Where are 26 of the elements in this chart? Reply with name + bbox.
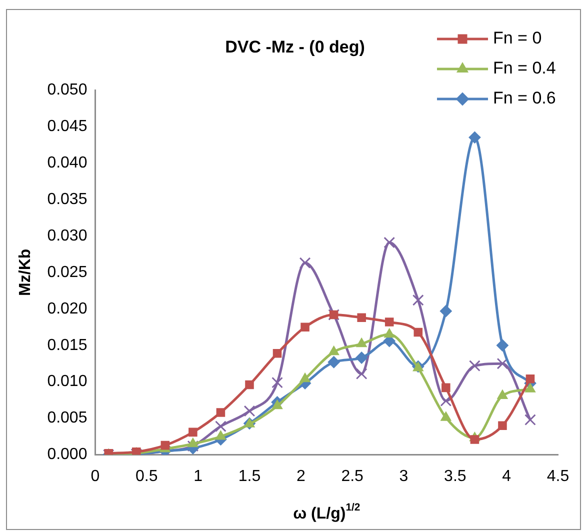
legend-label: Fn = 0 [493, 28, 542, 48]
x-tick-label: 0 [90, 468, 100, 485]
y-axis-title: Mz/Kb [17, 248, 34, 296]
y-tick-label: 0.045 [47, 118, 88, 135]
x-tick-label: 2 [296, 468, 306, 485]
x-tick-label: 3.5 [444, 468, 466, 485]
y-tick-label: 0.010 [47, 373, 88, 390]
y-tick-label: 0.030 [47, 227, 88, 244]
y-tick-label: 0.015 [47, 336, 88, 354]
x-tick-label: 0.5 [136, 468, 158, 485]
x-tick-label: 1.5 [238, 468, 261, 485]
legend-label: Fn = 0.6 [493, 88, 556, 108]
y-tick-label: 0.000 [47, 446, 88, 464]
x-tick-label: 4 [502, 468, 512, 485]
legend-label: Fn = 0.4 [493, 58, 556, 78]
chart-title: DVC -Mz - (0 deg) [225, 38, 365, 57]
y-tick-label: 0.040 [47, 154, 88, 172]
y-tick-label: 0.035 [47, 190, 88, 208]
x-tick-label: 2.5 [341, 468, 364, 485]
y-tick-label: 0.050 [47, 81, 88, 98]
y-tick-label: 0.020 [47, 300, 88, 318]
x-tick-label: 4.5 [546, 468, 570, 485]
y-tick-label: 0.025 [47, 264, 88, 281]
x-tick-label: 3 [399, 468, 408, 485]
y-tick-label: 0.005 [47, 410, 88, 427]
x-tick-label: 1 [194, 468, 203, 485]
